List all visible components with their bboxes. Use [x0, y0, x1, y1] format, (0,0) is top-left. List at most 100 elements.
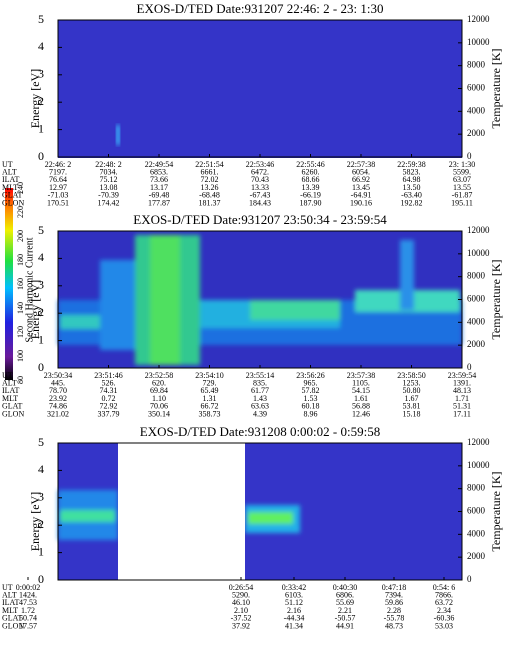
orbit-value: 5290. — [232, 591, 250, 600]
orbit-label: ALT — [2, 591, 17, 600]
orbit-value: -68.48 — [199, 191, 220, 200]
spectrogram-1 — [58, 20, 462, 158]
orbit-value: 70.43 — [251, 175, 269, 184]
colorbar-label: Second Harmonic Current — [24, 237, 35, 342]
orbit-value: 13.55 — [453, 183, 471, 192]
orbit-value: 7197. — [49, 168, 67, 177]
y2-tick-label: 10000 — [467, 248, 490, 258]
orbit-value: 1.43 — [253, 394, 267, 403]
orbit-value: 63.07 — [453, 175, 471, 184]
orbit-value: 965. — [304, 379, 318, 388]
y2-tick-label: 6000 — [467, 294, 486, 304]
y-tick-label: 5 — [38, 223, 44, 237]
orbit-value: 23: 1:30 — [449, 160, 475, 169]
panel-title: EXOS-D/TED Date:931207 22:46: 2 - 23: 1:… — [137, 1, 384, 16]
orbit-value: 59.86 — [385, 598, 403, 607]
orbit-value: 6103. — [285, 591, 303, 600]
orbit-label: ILAT — [2, 386, 19, 395]
orbit-value: 13.50 — [403, 183, 421, 192]
orbit-value: 37.92 — [232, 621, 250, 630]
orbit-value: 6661. — [201, 168, 219, 177]
orbit-value: -64.91 — [351, 191, 372, 200]
y2-tick-label: 10000 — [467, 37, 490, 47]
orbit-value: 22:48: 2 — [95, 160, 121, 169]
orbit-value: 22:57:38 — [347, 160, 375, 169]
y-axis-label: Energy [eV] — [28, 280, 42, 339]
orbit-value: -60.36 — [434, 614, 455, 623]
y-tick-label: 4 — [38, 39, 44, 53]
y2-tick-label: 6000 — [467, 506, 486, 516]
orbit-value: 13.33 — [251, 183, 269, 192]
y2-tick-label: 0 — [467, 151, 472, 161]
orbit-value: 60.18 — [302, 402, 320, 411]
y2-tick-label: 8000 — [467, 271, 486, 281]
orbit-value: 17.57 — [19, 621, 37, 630]
y2-tick-label: 0 — [467, 574, 472, 584]
orbit-value: 78.70 — [49, 386, 67, 395]
orbit-value: 729. — [203, 379, 217, 388]
orbit-label: MLT — [2, 606, 18, 615]
orbit-value: 2.10 — [234, 606, 248, 615]
orbit-value: -55.78 — [384, 614, 405, 623]
orbit-value: 1105. — [352, 379, 370, 388]
orbit-value: 6472. — [251, 168, 269, 177]
orbit-value: 445. — [51, 379, 65, 388]
colorbar-tick-label: 80 — [16, 376, 25, 384]
y-tick-label: 2 — [38, 305, 44, 319]
orbit-value: 48.73 — [385, 621, 403, 630]
orbit-value: 61.77 — [251, 386, 269, 395]
orbit-value: 350.14 — [148, 409, 170, 418]
orbit-value: 63.72 — [435, 598, 453, 607]
orbit-value: 23:51:46 — [94, 371, 122, 380]
y-tick-label: 3 — [38, 278, 44, 292]
orbit-value: -66.19 — [300, 191, 321, 200]
orbit-value: 47.53 — [19, 598, 37, 607]
orbit-label: GLON — [2, 409, 24, 418]
orbit-value: 1.10 — [152, 394, 166, 403]
y2-tick-label: 2000 — [467, 339, 486, 349]
orbit-value: 2.21 — [338, 606, 352, 615]
orbit-value: 41.34 — [285, 621, 303, 630]
orbit-value: 50.80 — [403, 386, 421, 395]
orbit-value: 54.15 — [352, 386, 370, 395]
orbit-value: 13.26 — [201, 183, 219, 192]
y-tick-label: 0 — [38, 572, 44, 586]
orbit-label: ILAT — [2, 175, 19, 184]
orbit-value: 74.31 — [100, 386, 118, 395]
orbit-value: 0:33:42 — [282, 583, 306, 592]
orbit-value: -63.40 — [401, 191, 422, 200]
orbit-value: 1253. — [403, 379, 421, 388]
orbit-value: 1424. — [19, 591, 37, 600]
colorbar-tick-label: 240 — [16, 182, 25, 194]
orbit-value: 68.66 — [302, 175, 320, 184]
orbit-value: 2.28 — [387, 606, 401, 615]
orbit-value: -44.34 — [284, 614, 305, 623]
orbit-value: 72.02 — [201, 175, 219, 184]
orbit-label: GLAT — [2, 614, 23, 623]
orbit-value: 7866. — [435, 591, 453, 600]
y-tick-label: 1 — [38, 332, 44, 346]
orbit-value: 23:52:58 — [145, 371, 173, 380]
orbit-value: 1.71 — [455, 394, 469, 403]
orbit-label: GLAT — [2, 191, 23, 200]
orbit-value: 46.10 — [232, 598, 250, 607]
y-tick-label: 4 — [38, 250, 44, 264]
orbit-value: 51.31 — [453, 402, 471, 411]
orbit-value: 184.43 — [249, 198, 271, 207]
y-tick-label: 0 — [38, 360, 44, 374]
orbit-value: 170.51 — [47, 198, 69, 207]
y2-tick-label: 4000 — [467, 316, 486, 326]
y2-axis-label: Temperature [K] — [489, 471, 503, 551]
orbit-value: 13.45 — [352, 183, 370, 192]
orbit-value: 190.16 — [350, 198, 372, 207]
orbit-value: 7394. — [385, 591, 403, 600]
orbit-label: UT — [2, 583, 13, 592]
y2-tick-label: 4000 — [467, 528, 486, 538]
y-tick-label: 0 — [38, 149, 44, 163]
orbit-value: 70.06 — [150, 402, 168, 411]
colorbar — [5, 188, 13, 380]
y2-tick-label: 10000 — [467, 460, 490, 470]
orbit-value: 13.08 — [100, 183, 118, 192]
orbit-value: 12.97 — [49, 183, 67, 192]
